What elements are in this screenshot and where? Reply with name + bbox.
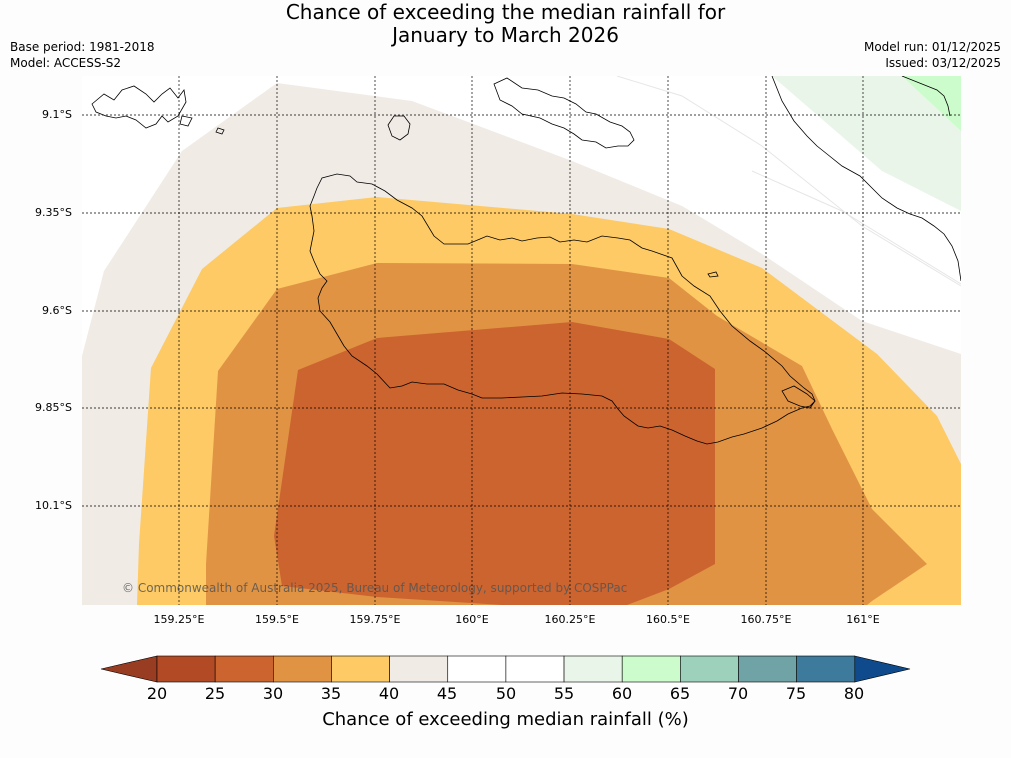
cb-tick-25: 25	[204, 684, 226, 703]
colorbar-segment-60	[621, 655, 681, 683]
colorbar-segment-20	[156, 655, 216, 683]
cb-tick-30: 30	[262, 684, 284, 703]
cb-tick-45: 45	[436, 684, 458, 703]
lat-label-3: 9.6°S	[42, 304, 72, 317]
colorbar-segment-40	[389, 655, 449, 683]
issued-date: Issued: 03/12/2025	[885, 56, 1001, 70]
lon-label-1: 159.25°E	[153, 613, 205, 626]
lat-label-2: 9.35°S	[35, 206, 72, 219]
lon-label-6: 160.5°E	[646, 613, 690, 626]
lon-label-3: 159.75°E	[349, 613, 401, 626]
island-savo	[387, 115, 411, 141]
lon-label-4: 160°E	[455, 613, 489, 626]
island-small-east	[781, 385, 816, 409]
lon-label-8: 161°E	[846, 613, 880, 626]
cb-tick-70: 70	[727, 684, 749, 703]
cb-tick-60: 60	[611, 684, 633, 703]
chart-title-line-1: Chance of exceeding the median rainfall …	[285, 0, 726, 24]
cb-tick-40: 40	[378, 684, 400, 703]
colorbar-segment-70	[738, 655, 797, 683]
colorbar-extend-low	[100, 655, 158, 683]
meta-right: Model run: 01/12/2025 Issued: 03/12/2025	[864, 39, 1001, 71]
base-period: Base period: 1981-2018	[10, 40, 155, 54]
colorbar-segment-75	[796, 655, 856, 683]
model-name: Model: ACCESS-S2	[10, 56, 122, 70]
colorbar-segment-50	[505, 655, 565, 683]
cb-tick-75: 75	[785, 684, 807, 703]
contour-line-2	[751, 170, 961, 285]
cb-tick-80: 80	[843, 684, 865, 703]
cb-tick-35: 35	[320, 684, 342, 703]
lon-label-5: 160.25°E	[544, 613, 596, 626]
island-nggela	[493, 77, 635, 149]
map-canvas	[82, 76, 961, 605]
island-malaita	[771, 76, 961, 282]
region-55-60	[772, 76, 961, 211]
colorbar-segment-45	[447, 655, 507, 683]
colorbar-segments	[100, 655, 911, 683]
lon-label-7: 160.75°E	[740, 613, 792, 626]
lat-label-1: 9.1°S	[42, 108, 72, 121]
meta-left: Base period: 1981-2018 Model: ACCESS-S2	[10, 39, 155, 71]
colorbar-label: Chance of exceeding median rainfall (%)	[322, 709, 689, 730]
colorbar-segment-30	[272, 655, 332, 683]
contour-line-1	[616, 76, 961, 287]
island-guadalcanal	[309, 173, 816, 445]
cb-tick-65: 65	[669, 684, 691, 703]
colorbar-segment-65	[680, 655, 739, 683]
cb-tick-55: 55	[553, 684, 575, 703]
cb-tick-20: 20	[146, 684, 168, 703]
cb-tick-50: 50	[495, 684, 517, 703]
forecast-map[interactable]: © Commonwealth of Australia 2025, Bureau…	[82, 76, 961, 605]
colorbar-segment-35	[331, 655, 390, 683]
colorbar-segment-25	[214, 655, 274, 683]
region-25-30	[274, 322, 715, 605]
colorbar-segment-55	[563, 655, 623, 683]
colorbar-extend-high	[854, 655, 911, 683]
model-run: Model run: 01/12/2025	[863, 40, 1001, 54]
chart-title-line-2: January to March 2026	[392, 23, 619, 47]
lon-label-2: 159.5°E	[255, 613, 299, 626]
lat-label-4: 9.85°S	[35, 401, 72, 414]
lat-label-5: 10.1°S	[35, 499, 72, 512]
island-russell	[91, 85, 225, 135]
island-tiny	[707, 271, 719, 278]
